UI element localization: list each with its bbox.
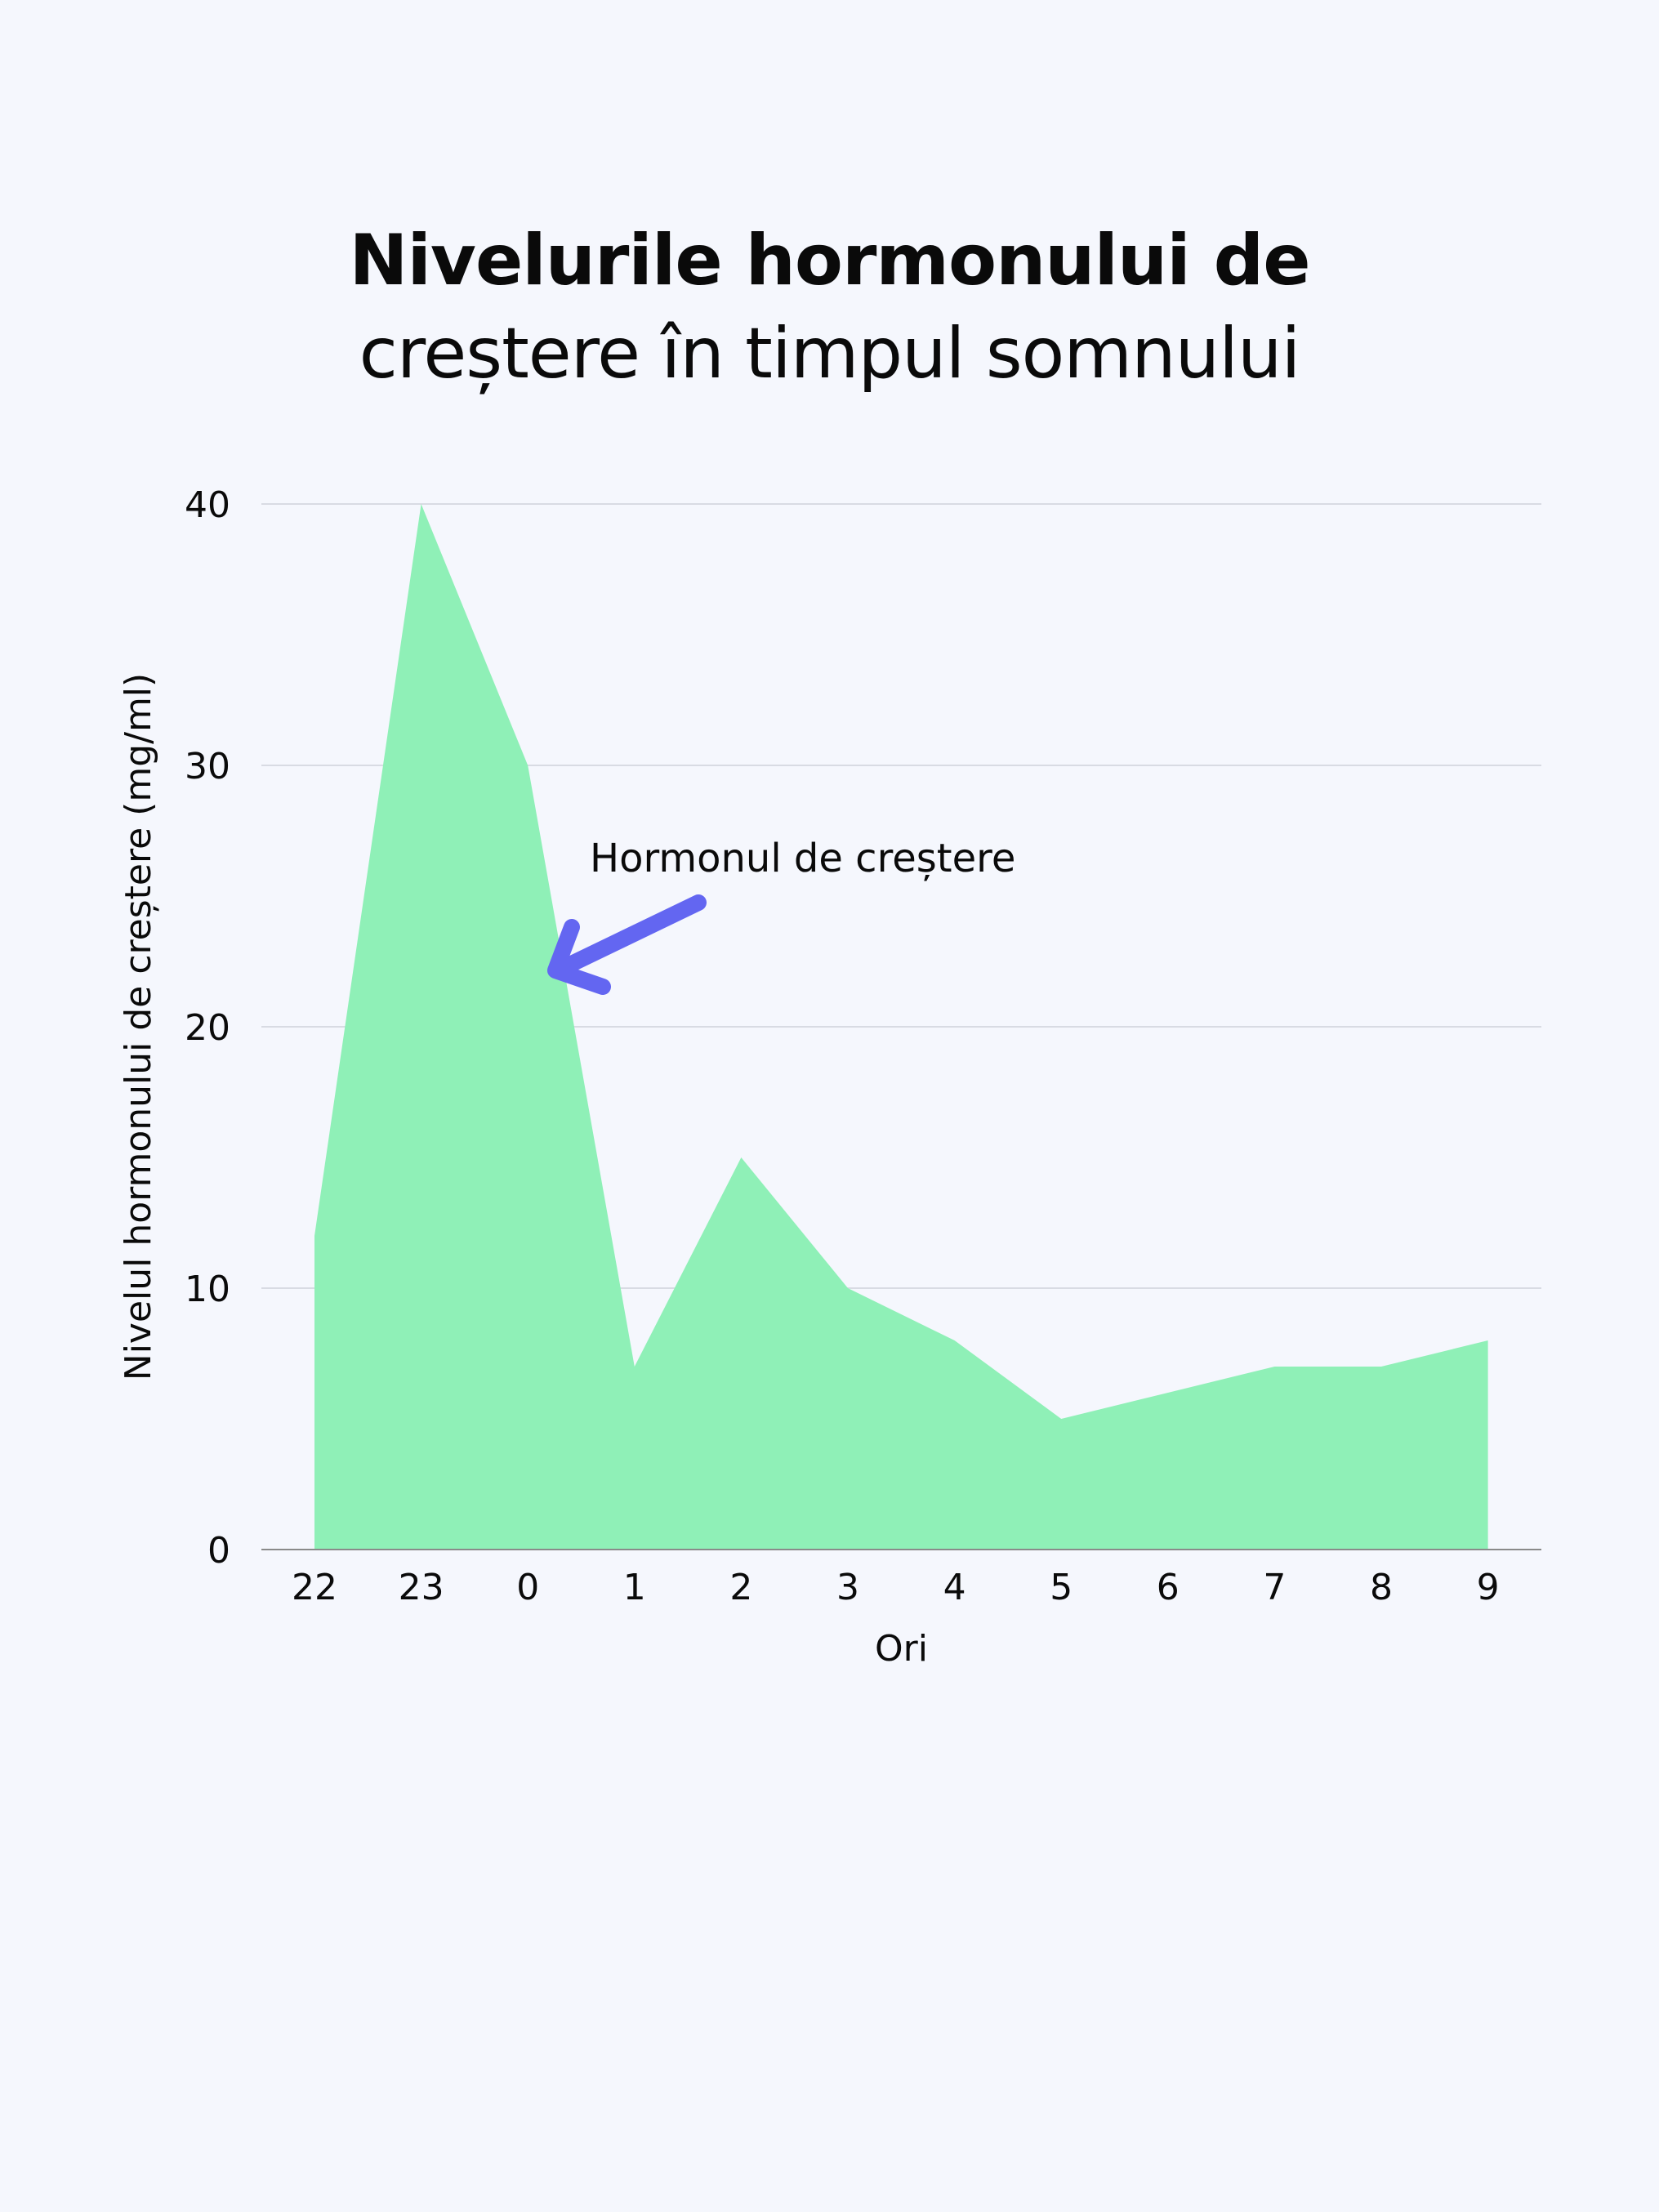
x-tick-label: 5	[1050, 1567, 1073, 1608]
y-tick-label: 0	[207, 1530, 230, 1572]
x-tick-label: 3	[836, 1567, 859, 1608]
x-axis-title: Ori	[875, 1628, 928, 1670]
annotation-arrow-icon	[547, 894, 707, 995]
x-axis-ticks: 22 23 0 1 2 3 4 5 6 7 8 9	[292, 1567, 1500, 1608]
chart-title: Nivelurile hormonului de creștere în tim…	[0, 214, 1659, 400]
x-tick-label: 1	[623, 1567, 646, 1608]
chart-title-line-2: creștere în timpul somnului	[359, 313, 1301, 395]
y-axis-title: Nivelul hormonului de creștere (mg/ml)	[118, 673, 159, 1380]
chart-title-line-1: Nivelurile hormonului de	[349, 220, 1310, 301]
x-tick-label: 7	[1263, 1567, 1286, 1608]
x-tick-label: 9	[1477, 1567, 1500, 1608]
x-tick-label: 23	[399, 1567, 444, 1608]
annotation-label: Hormonul de creștere	[590, 836, 1015, 881]
y-tick-label: 20	[185, 1007, 230, 1049]
y-tick-label: 40	[185, 484, 230, 526]
x-tick-label: 4	[943, 1567, 966, 1608]
y-axis-ticks: 0 10 20 30 40	[185, 484, 230, 1572]
growth-hormone-area	[314, 504, 1488, 1550]
x-tick-label: 8	[1370, 1567, 1393, 1608]
x-tick-label: 6	[1157, 1567, 1180, 1608]
x-tick-label: 0	[516, 1567, 539, 1608]
y-tick-label: 30	[185, 746, 230, 787]
y-tick-label: 10	[185, 1269, 230, 1310]
x-tick-label: 2	[729, 1567, 752, 1608]
x-tick-label: 22	[292, 1567, 337, 1608]
